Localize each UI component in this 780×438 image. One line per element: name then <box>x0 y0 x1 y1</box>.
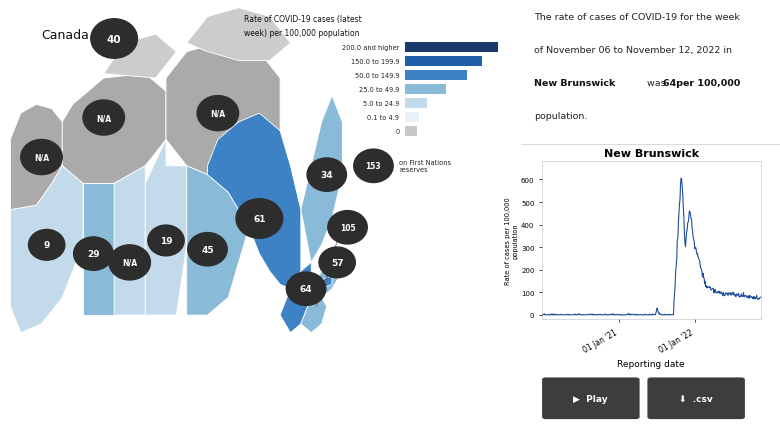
Bar <box>405 71 466 81</box>
Text: 200.0 and higher: 200.0 and higher <box>342 45 399 51</box>
Polygon shape <box>280 263 311 333</box>
Bar <box>405 99 427 109</box>
Bar <box>405 113 419 123</box>
Text: 29: 29 <box>87 250 100 258</box>
Text: 45: 45 <box>201 245 214 254</box>
Polygon shape <box>104 35 176 79</box>
Circle shape <box>90 20 137 59</box>
Circle shape <box>109 245 151 280</box>
Text: 50.0 to 149.9: 50.0 to 149.9 <box>355 73 399 79</box>
Text: 150.0 to 199.9: 150.0 to 199.9 <box>351 59 399 65</box>
Polygon shape <box>10 105 62 210</box>
Polygon shape <box>317 254 342 298</box>
Text: week) per 100,000 population: week) per 100,000 population <box>244 29 360 39</box>
Text: N/A: N/A <box>122 258 137 267</box>
Text: Rate of COVID-19 cases (latest: Rate of COVID-19 cases (latest <box>244 15 362 25</box>
Text: 9: 9 <box>44 241 50 250</box>
Circle shape <box>328 211 367 244</box>
Circle shape <box>197 96 239 131</box>
Polygon shape <box>62 74 166 184</box>
Text: The rate of cases of COVID-19 for the week: The rate of cases of COVID-19 for the we… <box>534 13 740 22</box>
Polygon shape <box>321 276 332 289</box>
Circle shape <box>83 101 125 136</box>
Polygon shape <box>114 166 145 315</box>
Text: 57: 57 <box>331 258 343 267</box>
Y-axis label: Rate of cases per 100,000
population: Rate of cases per 100,000 population <box>505 197 518 285</box>
X-axis label: Reporting date: Reporting date <box>618 360 685 368</box>
Polygon shape <box>186 9 290 61</box>
Circle shape <box>148 226 184 256</box>
Bar <box>405 43 498 53</box>
Text: New Brunswick: New Brunswick <box>534 79 615 88</box>
Text: 0: 0 <box>395 129 399 135</box>
Bar <box>405 57 482 67</box>
Polygon shape <box>207 114 301 289</box>
Text: N/A: N/A <box>211 110 225 118</box>
Text: 64per 100,000: 64per 100,000 <box>664 79 741 88</box>
Text: 153: 153 <box>366 162 381 171</box>
Text: 19: 19 <box>160 237 172 245</box>
Circle shape <box>307 159 346 192</box>
Polygon shape <box>186 166 249 315</box>
Text: 0.1 to 4.9: 0.1 to 4.9 <box>367 115 399 121</box>
Text: 40: 40 <box>107 35 122 44</box>
Text: N/A: N/A <box>34 153 49 162</box>
Title: New Brunswick: New Brunswick <box>604 148 699 159</box>
Circle shape <box>73 237 113 271</box>
Bar <box>405 127 417 137</box>
Circle shape <box>236 199 282 239</box>
Text: N/A: N/A <box>96 114 112 123</box>
Circle shape <box>286 272 326 306</box>
Text: of November 06 to November 12, 2022 in: of November 06 to November 12, 2022 in <box>534 46 732 55</box>
Text: 64: 64 <box>300 285 312 293</box>
Polygon shape <box>166 44 280 175</box>
Polygon shape <box>83 184 114 315</box>
Polygon shape <box>10 166 83 333</box>
Circle shape <box>354 150 393 183</box>
Circle shape <box>21 140 62 175</box>
Bar <box>405 85 446 95</box>
Text: on First Nations
reserves: on First Nations reserves <box>399 160 452 173</box>
Text: 5.0 to 24.9: 5.0 to 24.9 <box>363 101 399 107</box>
Text: population.: population. <box>534 112 587 121</box>
Text: Canada: Canada <box>41 28 90 42</box>
Text: 105: 105 <box>340 223 356 232</box>
Circle shape <box>319 247 356 278</box>
Circle shape <box>188 233 227 266</box>
Text: was: was <box>644 79 668 88</box>
Polygon shape <box>301 298 327 333</box>
Text: 34: 34 <box>321 171 333 180</box>
Polygon shape <box>301 96 342 263</box>
Circle shape <box>29 230 65 261</box>
Text: ▶  Play: ▶ Play <box>573 394 608 403</box>
Text: 25.0 to 49.9: 25.0 to 49.9 <box>359 87 399 93</box>
Text: 61: 61 <box>253 215 266 223</box>
Text: ⬇  .csv: ⬇ .csv <box>679 394 713 403</box>
Polygon shape <box>145 140 186 315</box>
